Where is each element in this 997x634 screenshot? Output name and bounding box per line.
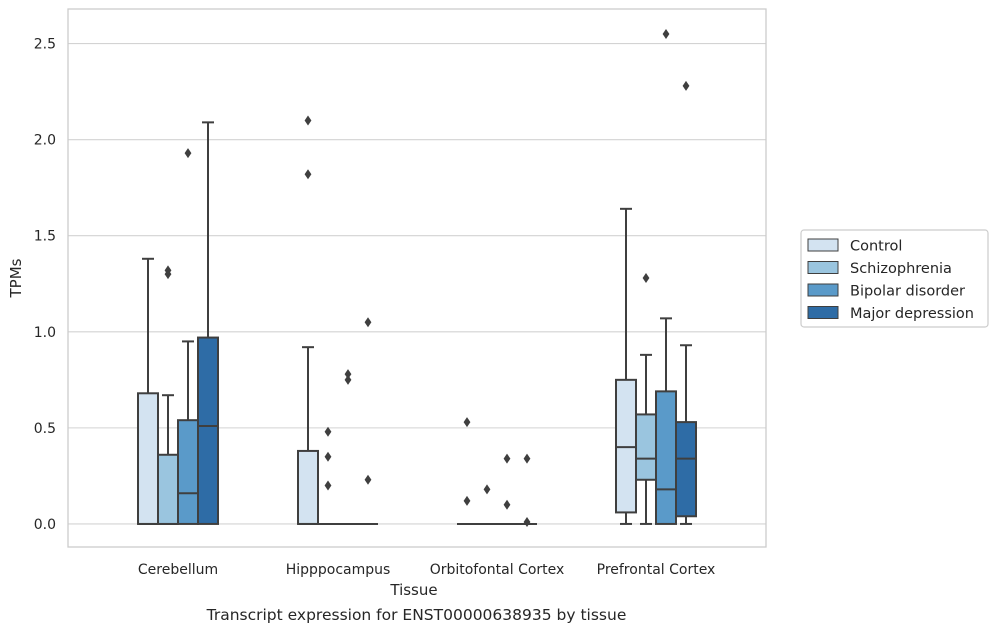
box-control xyxy=(457,417,477,525)
x-axis-label: Tissue xyxy=(389,581,437,599)
box-major-depression xyxy=(358,317,378,525)
box-body xyxy=(675,421,697,518)
outlier-point xyxy=(503,453,511,464)
box-control xyxy=(137,257,159,525)
y-tick-label: 2.5 xyxy=(34,37,56,53)
x-tick-label: Orbitofontal Cortex xyxy=(430,562,565,578)
box-body xyxy=(157,453,179,525)
box-schizophrenia xyxy=(477,484,497,525)
figure-caption: Transcript expression for ENST0000063893… xyxy=(206,606,627,624)
outlier-point xyxy=(304,115,312,126)
outlier-point xyxy=(344,374,352,385)
y-tick-label: 1.5 xyxy=(34,229,56,245)
box-bipolar-disorder xyxy=(177,148,199,525)
outlier-point xyxy=(642,273,650,283)
outlier-point xyxy=(503,499,511,510)
outlier-point xyxy=(682,80,690,91)
legend: Control Schizophrenia Bipolar disorder Majo… xyxy=(800,229,989,328)
outlier-point xyxy=(184,148,192,159)
box-body xyxy=(635,413,657,481)
legend-label: Control xyxy=(850,239,902,255)
x-axis-ticks: Cerebellum Hipppocampus Orbitofontal Corte… xyxy=(138,562,715,578)
outlier-point xyxy=(164,265,172,276)
box-body xyxy=(197,336,219,525)
box-body xyxy=(655,390,677,525)
box-schizophrenia xyxy=(318,426,338,525)
box-body xyxy=(297,449,319,525)
outlier-point xyxy=(483,484,491,495)
y-axis-ticks: 0.0 0.5 1.0 1.5 2.0 2.5 xyxy=(34,37,56,533)
box-bipolar-disorder xyxy=(497,453,517,525)
x-tick-label: Cerebellum xyxy=(138,562,218,578)
outlier-point xyxy=(364,474,372,485)
legend-swatch xyxy=(807,306,839,319)
legend-swatch xyxy=(807,283,839,297)
legend-label: Major depression xyxy=(850,306,974,322)
outlier-point xyxy=(324,451,332,462)
box-bipolar-disorder xyxy=(655,28,677,525)
box-body xyxy=(177,419,199,525)
outlier-point xyxy=(304,169,312,180)
outlier-point xyxy=(662,28,670,39)
legend-frame xyxy=(800,229,989,328)
y-tick-label: 0.0 xyxy=(34,517,56,533)
legend-label: Schizophrenia xyxy=(850,261,952,277)
y-tick-label: 0.5 xyxy=(34,421,56,437)
x-tick-label: Hipppocampus xyxy=(286,562,391,578)
outlier-point xyxy=(523,453,531,464)
y-tick-label: 2.0 xyxy=(34,133,56,149)
outlier-point xyxy=(324,480,332,491)
box-control xyxy=(615,207,637,525)
box-major-depression xyxy=(517,453,537,528)
plot-marks xyxy=(137,28,697,528)
outlier-point xyxy=(324,426,332,437)
box-bipolar-disorder xyxy=(338,369,358,525)
box-body xyxy=(137,392,159,525)
plot-frame xyxy=(67,8,767,548)
outlier-point xyxy=(463,495,471,506)
legend-swatch xyxy=(807,261,839,274)
y-axis-label: TPMs xyxy=(7,258,25,298)
legend-label: Bipolar disorder xyxy=(850,284,965,300)
box-major-depression xyxy=(197,121,219,525)
outlier-point xyxy=(523,517,531,528)
box-schizophrenia xyxy=(635,273,657,525)
legend-swatch xyxy=(807,238,839,252)
box-control xyxy=(297,115,319,525)
box-major-depression xyxy=(675,80,697,525)
outlier-point xyxy=(344,369,352,380)
box-schizophrenia xyxy=(157,265,179,525)
outlier-point xyxy=(364,317,372,328)
x-tick-label: Prefrontal Cortex xyxy=(597,562,716,578)
outlier-point xyxy=(463,417,471,428)
y-tick-label: 1.0 xyxy=(34,325,56,341)
